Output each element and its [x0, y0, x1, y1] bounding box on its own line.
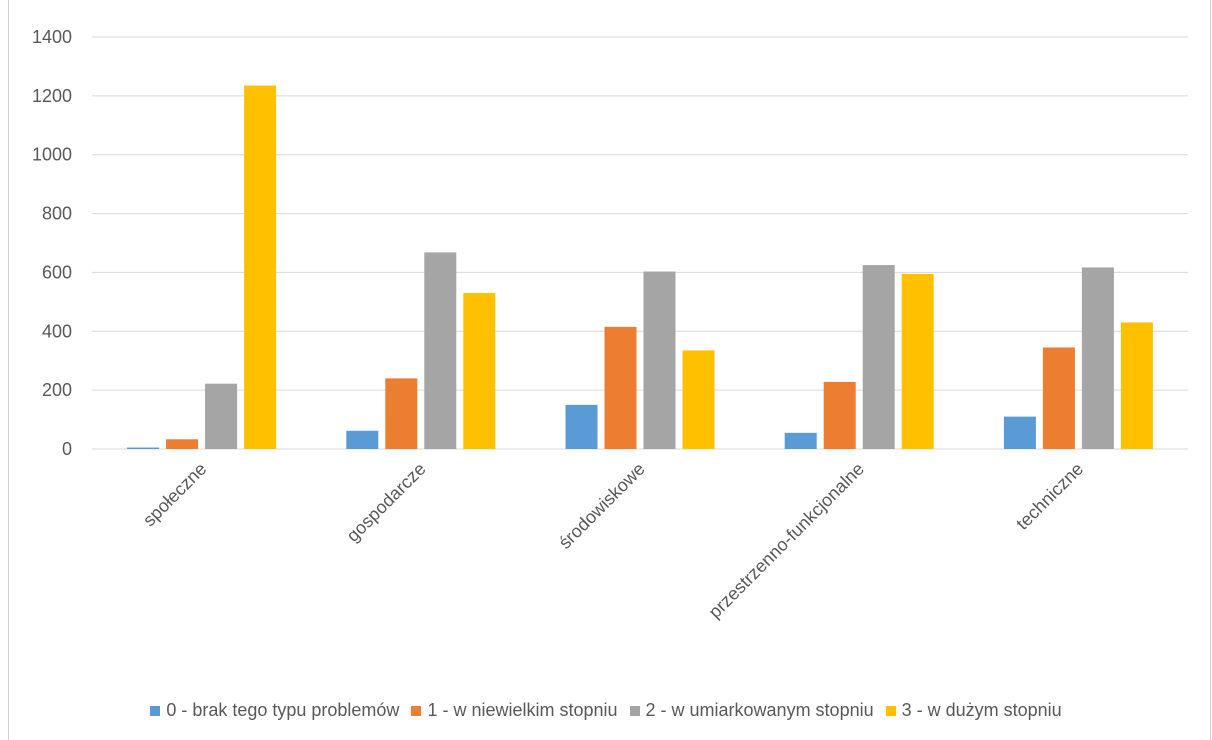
bar-2-1 — [424, 252, 457, 449]
legend-item: 1 - w niewielkim stopniu — [411, 700, 618, 721]
bar-0-3 — [784, 432, 817, 449]
legend-swatch — [411, 705, 422, 716]
bar-0-4 — [1003, 416, 1036, 449]
y-tick-label: 400 — [42, 321, 72, 341]
legend-label: 2 - w umiarkowanym stopniu — [645, 700, 874, 720]
chart-border-right — [1210, 0, 1211, 740]
legend-swatch — [150, 705, 161, 716]
bar-1-2 — [604, 326, 637, 449]
bar-2-4 — [1081, 267, 1114, 449]
bar-2-2 — [643, 271, 676, 449]
x-tick-label: techniczne — [1012, 459, 1087, 534]
y-tick-label: 600 — [42, 262, 72, 282]
y-tick-label: 0 — [62, 439, 72, 459]
bar-2-0 — [205, 383, 238, 449]
legend-item: 2 - w umiarkowanym stopniu — [629, 700, 874, 721]
legend-label: 3 - w dużym stopniu — [901, 700, 1062, 720]
bar-3-4 — [1120, 322, 1153, 449]
bar-1-1 — [385, 378, 418, 449]
bar-0-2 — [565, 404, 598, 449]
bar-3-2 — [682, 350, 715, 449]
bar-1-4 — [1042, 347, 1075, 449]
legend-label: 0 - brak tego typu problemów — [166, 700, 400, 720]
bar-0-0 — [127, 447, 160, 449]
x-tick-label: społeczne — [139, 459, 210, 530]
bar-chart: 0 200 400 600 800 1000 1200 1400 społeczne gospod… — [32, 27, 1188, 622]
bar-1-3 — [823, 381, 856, 449]
bar-3-0 — [244, 85, 277, 450]
x-tick-label: przestrzenno-funkcjonalne — [705, 459, 868, 622]
y-tick-label: 1400 — [32, 27, 72, 47]
legend-item: 3 - w dużym stopniu — [885, 700, 1062, 721]
y-tick-label: 1000 — [32, 145, 72, 165]
bar-3-1 — [463, 293, 496, 449]
y-tick-label: 800 — [42, 204, 72, 224]
legend-label: 1 - w niewielkim stopniu — [427, 700, 618, 720]
x-tick-label: gospodarcze — [343, 459, 430, 546]
bar-1-0 — [166, 439, 199, 449]
legend-swatch — [885, 705, 896, 716]
bar-2-3 — [862, 265, 895, 449]
bar-3-3 — [901, 273, 934, 449]
x-tick-label: środowiskowe — [555, 459, 649, 553]
legend-swatch — [629, 705, 640, 716]
chart-border-left — [8, 0, 9, 740]
bar-0-1 — [346, 430, 379, 449]
legend-item: 0 - brak tego typu problemów — [150, 700, 399, 721]
y-tick-label: 200 — [42, 380, 72, 400]
chart-legend: 0 - brak tego typu problemów 1 - w niewie… — [0, 700, 1212, 721]
y-tick-label: 1200 — [32, 86, 72, 106]
